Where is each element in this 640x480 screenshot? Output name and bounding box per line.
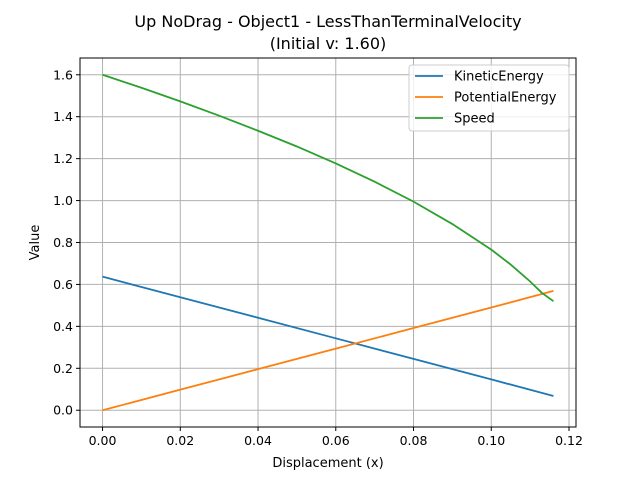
x-tick-label: 0.08 (400, 433, 428, 448)
x-tick-label: 0.06 (322, 433, 350, 448)
grid (80, 58, 576, 427)
x-axis-label: Displacement (x) (272, 456, 383, 471)
y-tick-label: 0.8 (53, 235, 73, 250)
axis-ticks: 0.00 0.02 0.04 0.06 0.08 0.10 0.12 0.0 0.2 0.4 0.6… (53, 67, 583, 448)
x-tick-label: 0.12 (555, 433, 583, 448)
x-tick-label: 0.00 (89, 433, 117, 448)
y-tick-label: 1.4 (53, 109, 73, 124)
y-tick-label: 1.6 (53, 67, 73, 82)
chart-subtitle: (Initial v: 1.60) (270, 34, 387, 53)
y-tick-label: 1.0 (53, 193, 73, 208)
legend-label-kinetic-energy: KineticEnergy (454, 70, 544, 85)
x-tick-label: 0.02 (166, 433, 194, 448)
y-tick-label: 0.4 (53, 319, 73, 334)
series-layer (102, 73, 554, 412)
legend-box (408, 64, 570, 132)
chart-title: Up NoDrag - Object1 - LessThanTerminalVe… (134, 12, 521, 31)
series-line-kinetic-energy (102, 275, 554, 397)
legend-label-speed: Speed (454, 112, 495, 127)
y-tick-label: 1.2 (53, 151, 73, 166)
legend-label-potential-energy: PotentialEnergy (454, 91, 557, 106)
y-tick-label: 0.6 (53, 277, 73, 292)
series-line-speed (102, 73, 554, 302)
x-tick-label: 0.10 (477, 433, 505, 448)
y-axis-label: Value (28, 225, 43, 261)
x-tick-label: 0.04 (244, 433, 272, 448)
y-tick-label: 0.2 (53, 361, 73, 376)
series-line-potential-energy (102, 290, 554, 412)
y-tick-label: 0.0 (53, 403, 73, 418)
legend: KineticEnergy PotentialEnergy Speed (408, 64, 570, 132)
